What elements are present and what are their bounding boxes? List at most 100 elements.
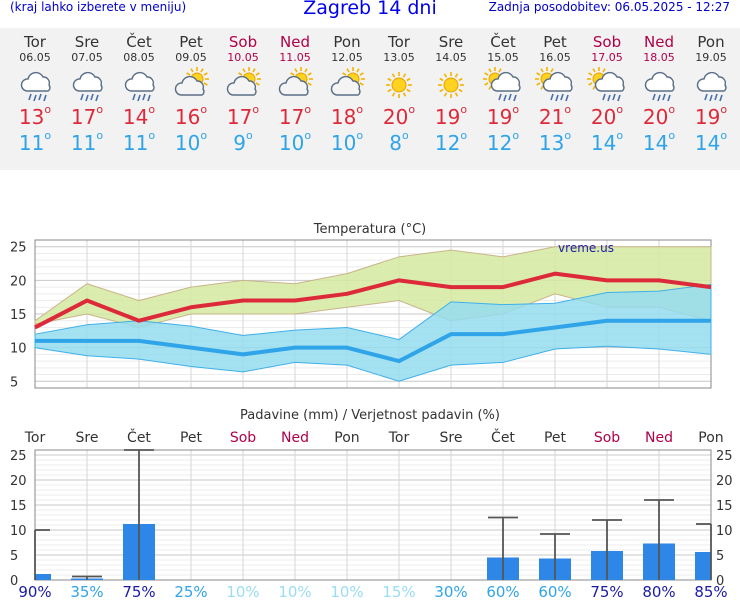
day-name: Čet (126, 33, 152, 51)
y-tick-label-right: 10 (716, 524, 733, 539)
min-temperature: 12o (486, 129, 520, 155)
sun-shower-icon (587, 67, 625, 102)
y-tick-label-right: 25 (716, 449, 733, 464)
precipitation-probability: 10% (330, 583, 363, 600)
day-label: Čet (127, 428, 151, 446)
day-date: 15.05 (487, 51, 519, 64)
sun-icon (386, 72, 412, 98)
day-name: Čet (490, 33, 516, 51)
day-column: Pon 19.05 19o 14o (685, 28, 737, 157)
max-temperature: 13o (18, 103, 52, 129)
y-tick-label: 0 (10, 574, 18, 589)
day-label: Sre (440, 430, 463, 446)
max-temperature: 21o (538, 103, 572, 129)
day-date: 09.05 (175, 51, 207, 64)
min-temperature-band (34, 283, 712, 382)
rain-cloud-icon (20, 71, 51, 102)
sun-shower-icon (483, 67, 521, 102)
sun-icon (438, 72, 464, 98)
y-tick-label: 25 (10, 241, 27, 256)
min-temperature: 14o (590, 129, 624, 155)
min-temperature: 10o (330, 129, 364, 155)
y-tick-label: 15 (10, 308, 27, 323)
day-name: Sob (592, 33, 622, 51)
day-date: 14.05 (435, 51, 467, 64)
max-temperature: 17o (70, 103, 104, 129)
day-date: 10.05 (227, 51, 259, 64)
y-tick-label: 5 (10, 549, 18, 564)
precipitation-probability: 80% (642, 583, 675, 600)
y-tick-label: 5 (10, 375, 18, 390)
day-name: Pet (179, 33, 203, 51)
min-temperature: 9o (233, 129, 253, 155)
day-column: Pet 16.05 21o 13o (529, 28, 581, 157)
day-label: Tor (24, 430, 46, 446)
rain-cloud-icon (696, 71, 727, 102)
day-label: Pet (544, 430, 567, 446)
min-temperature: 11o (18, 129, 52, 155)
watermark: vreme.us (558, 241, 614, 255)
day-name: Pon (697, 33, 725, 51)
day-name: Tor (24, 33, 46, 51)
rain-cloud-icon (72, 71, 103, 102)
day-date: 07.05 (71, 51, 103, 64)
precipitation-probability: 60% (538, 583, 571, 600)
partly-cloudy-icon (278, 67, 313, 96)
day-date: 08.05 (123, 51, 155, 64)
day-column: Pon 12.05 18o 10o (321, 28, 373, 157)
day-name: Sre (438, 33, 464, 51)
day-date: 11.05 (279, 51, 311, 64)
day-label: Tor (388, 430, 410, 446)
max-temperature: 19o (434, 103, 468, 129)
day-name: Sre (74, 33, 100, 51)
max-temperature: 20o (382, 103, 416, 129)
temperature-chart-title: Temperatura (°C) (313, 222, 426, 237)
rain-cloud-icon (124, 71, 155, 102)
day-label: Pon (698, 430, 723, 446)
y-tick-label-right: 5 (716, 549, 724, 564)
day-name: Ned (280, 33, 310, 51)
precipitation-probability: 85% (694, 583, 727, 600)
precipitation-probability: 35% (70, 583, 103, 600)
day-column: Sre 07.05 17o 11o (61, 28, 113, 157)
precipitation-probability: 75% (122, 583, 155, 600)
day-column: Pet 09.05 16o 10o (165, 28, 217, 157)
sun-shower-icon (535, 67, 573, 102)
day-column: Tor 06.05 13o 11o (9, 28, 61, 157)
min-temperature: 8o (389, 129, 409, 155)
last-update: Zadnja posodobitev: 06.05.2025 - 12:27 (488, 0, 730, 14)
max-temperature: 17o (278, 103, 312, 129)
day-column: Ned 18.05 20o 14o (633, 28, 685, 157)
day-column: Sob 17.05 20o 14o (581, 28, 633, 157)
max-temperature: 16o (174, 103, 208, 129)
max-temperature-line (34, 271, 712, 330)
max-temperature: 20o (590, 103, 624, 129)
partly-cloudy-icon (330, 67, 365, 96)
min-temperature: 11o (122, 129, 156, 155)
y-tick-label: 20 (10, 274, 27, 289)
min-temperature: 11o (70, 129, 104, 155)
day-date: 16.05 (539, 51, 571, 64)
min-temperature: 10o (278, 129, 312, 155)
day-name: Pon (333, 33, 361, 51)
day-column: Sob 10.05 17o 9o (217, 28, 269, 157)
max-temperature: 18o (330, 103, 364, 129)
y-tick-label: 15 (10, 499, 27, 514)
precipitation-bar (35, 574, 51, 580)
precipitation-chart: Padavine (mm) / Verjetnost padavin (%) To… (10, 408, 733, 600)
min-temperature: 13o (538, 129, 572, 155)
precipitation-probability: 60% (486, 583, 519, 600)
day-column: Čet 08.05 14o 11o (113, 28, 165, 157)
daily-forecast-panel: Tor 06.05 13o 11o Sre 07.05 17o 11o Čet 08.05 14o 1… (0, 28, 740, 170)
min-temperature: 14o (642, 129, 676, 155)
precipitation-probability: 90% (18, 583, 51, 600)
max-temperature: 19o (694, 103, 728, 129)
temperature-chart: Temperatura (°C) 5 10 15 20 25 vreme.us (10, 222, 712, 390)
day-column: Ned 11.05 17o 10o (269, 28, 321, 157)
page-title: Zagreb 14 dni (303, 0, 437, 19)
y-tick-label: 25 (10, 449, 27, 464)
y-tick-label: 10 (10, 524, 27, 539)
min-temperature: 12o (434, 129, 468, 155)
partly-cloudy-icon (174, 67, 209, 96)
min-temperature: 10o (174, 129, 208, 155)
